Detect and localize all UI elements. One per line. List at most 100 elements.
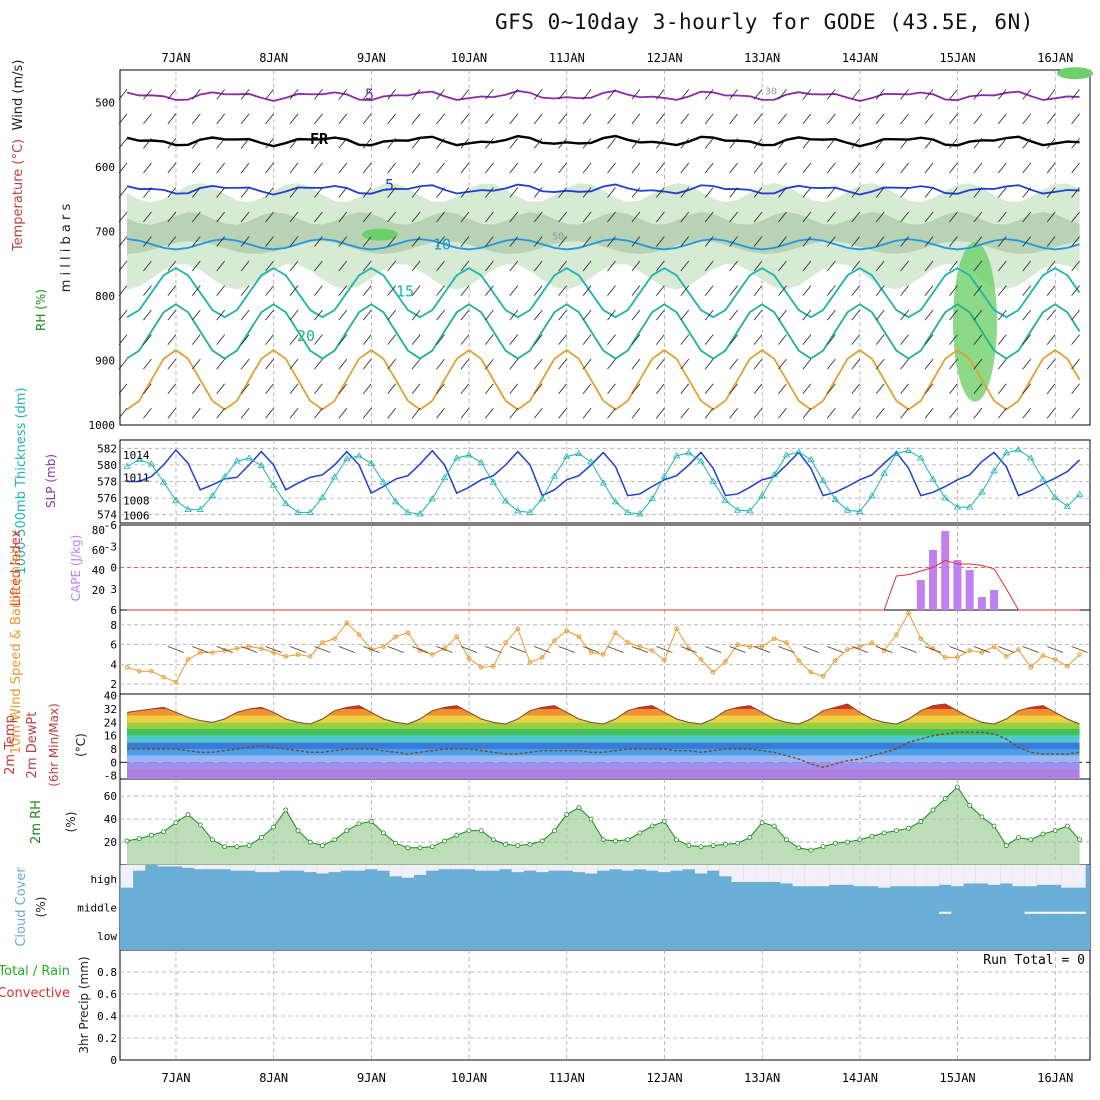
wind-barb [533,358,543,370]
wind-barb [411,89,421,100]
panel-frame-precip [119,949,1091,1061]
wind-barb [338,309,348,321]
wind-marker [698,657,704,662]
rh-marker [857,837,863,843]
wind-barb [753,113,763,125]
precip-tick: 0 [110,1054,117,1067]
wind-barb [656,89,665,100]
wind-barb [191,236,201,247]
rh-marker [197,822,203,828]
cloud-mid-gap [1061,911,1074,914]
wind-barb [900,407,909,419]
rh-marker [527,841,533,847]
wind-barb [997,187,1007,198]
wind-barb [851,334,861,345]
wind-marker [576,634,582,639]
wind-barb [362,358,372,370]
wind-barb [411,383,421,394]
wind-barb [704,358,714,370]
wind-barb [314,138,323,149]
slp-marker [501,497,510,504]
thickness-tick: 578 [97,476,117,489]
pressure-tick: 700 [95,225,115,238]
wind-barb [656,211,665,223]
cloud-high-gap [963,865,976,884]
rh-marker [796,845,802,851]
wind-barb [851,138,861,149]
rh-marker [564,812,570,817]
wind-barb [778,358,787,370]
wind-barb [167,162,177,174]
cloud-high-gap [181,865,195,868]
surface-wind-barb [851,646,868,653]
wind-barb [460,407,470,419]
wind-barb [900,187,909,198]
cloud-high-gap [633,865,647,870]
cape-bar [965,570,974,610]
temperature-contour [126,303,1081,360]
wind-barb [631,236,641,247]
day-label-top: 7JAN [162,51,191,65]
cloud-high-gap [462,865,476,870]
wind-barb [875,211,885,223]
wind-barb [1071,236,1080,247]
wind-barb [533,187,543,198]
wind-barb [900,162,909,174]
wind-barb [924,89,934,100]
cloud-high-gap [902,865,915,887]
wind-barb [827,236,836,247]
wind-barb [191,334,201,345]
wind-marker [1028,665,1034,670]
rh-marker [319,843,325,848]
wind-barb [362,309,372,321]
wind-barb [1046,138,1056,149]
wind-barb [900,358,909,370]
wind-marker [771,636,777,641]
cloud-high-gap [804,865,818,887]
wind-barb [924,383,934,394]
slp-marker [562,452,571,459]
run-total-annotation: Run Total = 0 [983,953,1085,968]
temperature-contour [126,267,1081,319]
wind-barb [973,285,983,296]
wind-barb [949,334,958,345]
wind-barb [167,211,177,223]
wind-barb [558,236,567,247]
slp-marker [282,499,290,506]
rh-marker [698,844,704,850]
slp-marker [697,457,705,464]
rh-marker [503,841,508,847]
cloud-high-gap [304,865,317,873]
wind-barb [216,162,226,174]
rh-marker [417,845,423,851]
wind-barb [973,407,983,419]
lifted-index-series [127,559,1080,611]
wind-barb [533,383,543,394]
wind-barb [900,285,909,296]
wind-barb [558,162,567,174]
wind-barb [680,334,690,345]
wind-barb [143,162,152,174]
wind-barb [851,285,861,296]
rh-marker [1003,843,1009,848]
wind-barb [778,334,787,345]
cloud-high-gap [670,865,683,871]
rh-marker [490,837,496,843]
rh-marker [393,840,399,846]
wind-barb [900,383,909,394]
wind-barb [509,383,519,394]
slp-marker [269,481,278,488]
wind-marker [503,640,508,645]
wind-barb [631,187,641,198]
wind-marker [320,640,325,645]
temp-color-band [127,709,1080,716]
slp-tick: 1006 [123,509,150,522]
rh-marker [1040,831,1046,837]
pressure-tick: 900 [95,354,115,367]
wind-barb [558,334,567,345]
wind-barb [753,407,763,419]
rh-marker [381,830,386,836]
cloud-high-gap [914,865,927,887]
li-tick: 0 [110,562,117,575]
slp-marker [611,498,620,505]
